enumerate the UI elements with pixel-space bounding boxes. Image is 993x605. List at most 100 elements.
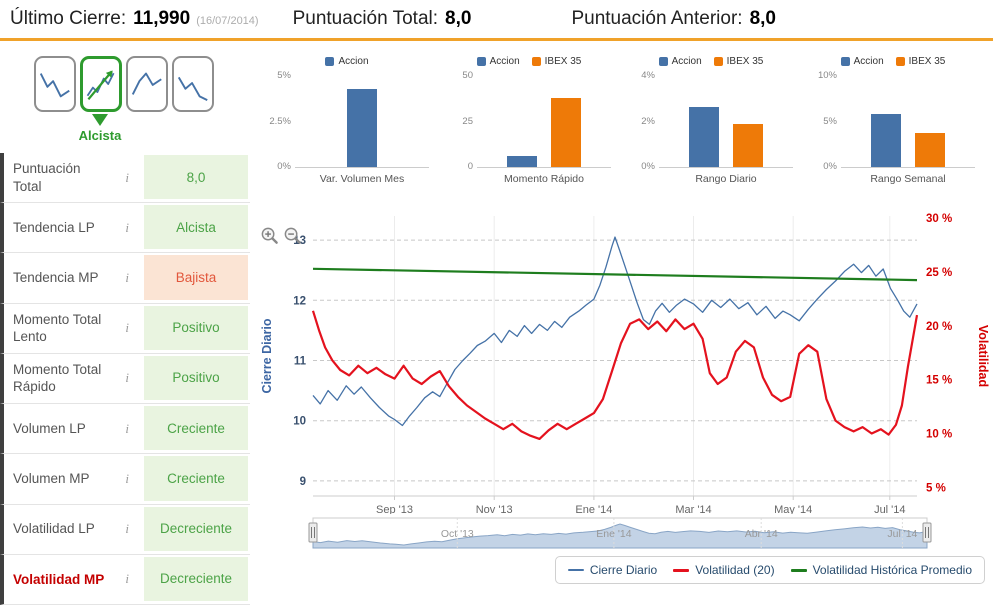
legend-item[interactable]: Accion [325,56,369,67]
score-row[interactable]: Volatilidad LP i Decreciente [0,504,250,555]
legend-item[interactable]: Cierre Diario [567,563,657,577]
legend-swatch [840,56,850,66]
navigator-label: Abr '14 [745,528,778,540]
bar[interactable] [347,88,377,167]
selected-trend-arrow-icon [92,114,108,126]
right-axis-title: Volatilidad [976,325,990,387]
legend-item[interactable]: IBEX 35 [895,56,945,67]
score-row[interactable]: Volumen LP i Creciente [0,404,250,455]
bar[interactable] [915,133,945,167]
right-axis-tick-label: 25 % [926,267,952,279]
y-tick-label: 25 [462,115,473,127]
bar[interactable] [507,156,537,167]
bar-charts: Accion 0% 2.5% 5% Var. Volumen Mes Accion IBEX… [255,46,993,202]
score-row[interactable]: Tendencia LP i Alcista [0,203,250,254]
score-label: Volumen MP [13,471,90,487]
x-tick-label: Jul '14 [874,504,905,514]
bar[interactable] [689,106,719,167]
sidebar: Alcista Puntuación Total i 8,0 Tendencia LP… [0,44,250,605]
info-icon[interactable]: i [125,219,129,235]
legend-item[interactable]: Accion [840,56,884,67]
legend-item[interactable]: Accion [476,55,520,67]
bar-chart-plot[interactable]: 0% 5% 10% [818,70,975,172]
score-row[interactable]: Momento Total Lento i Positivo [0,303,250,354]
legend-swatch [325,56,335,66]
legend-label: Accion [671,55,702,67]
legend-item[interactable]: IBEX 35 [713,56,763,67]
main-legend: Cierre Diario Volatilidad (20) Volatilidad… [554,556,985,584]
bar-chart-plot[interactable]: 0 25 50 [462,70,611,172]
y-tick-label: 10% [817,70,837,81]
trend-icon-1[interactable] [34,56,76,112]
navigator-svg[interactable]: Oct '13 Ene '14 Abr '14 Jul '14 [255,516,993,552]
navigator-area [312,523,928,549]
info-icon[interactable]: i [125,420,129,436]
series-cierre-diario[interactable] [312,236,918,427]
left-axis-tick-label: 11 [294,356,307,368]
info-icon[interactable]: i [125,571,129,587]
zoom-out-button[interactable] [283,226,302,245]
last-close-date: (16/07/2014) [196,15,259,27]
bar[interactable] [733,123,763,167]
info-icon[interactable]: i [125,521,129,537]
selected-trend-label: Alcista [78,128,122,143]
score-row-left: Momento Total Rápido i [4,354,144,403]
right-axis-tick-label: 20 % [926,321,952,333]
legend-item[interactable]: IBEX 35 [531,56,581,67]
info-icon[interactable]: i [125,270,129,286]
main-chart: Sep '13 Nov '13 Ene '14 Mar '14 May '14 Jul '… [255,202,993,605]
main-chart-svg[interactable]: Sep '13 Nov '13 Ene '14 Mar '14 May '14 Jul '… [255,202,993,514]
series-volatilidad-20-[interactable] [311,310,919,440]
legend-line-swatch [673,568,690,572]
navigator-handle-right[interactable] [922,522,932,543]
score-row[interactable]: Tendencia MP i Bajista [0,253,250,304]
info-icon[interactable]: i [125,169,129,185]
right-axis-tick-label: 15 % [926,375,952,387]
legend-swatch [895,56,905,66]
score-label: Puntuación Total [13,161,81,194]
score-row[interactable]: Momento Total Rápido i Positivo [0,353,250,405]
x-tick-label: Nov '13 [476,504,513,514]
bar[interactable] [871,114,901,167]
x-tick-label: May '14 [774,504,812,514]
score-row[interactable]: Volatilidad MP i Decreciente [0,554,250,605]
navigator-label: Oct '13 [441,528,474,540]
last-close-value: 11,990 [133,8,191,29]
legend-item[interactable]: Volatilidad (20) [673,563,775,577]
bar-chart-rango-semanal: Accion IBEX 35 0% 5% 10% Rango Semanal [805,46,981,202]
right-axis-tick-label: 10 % [926,429,952,441]
y-tick-label: 0% [823,161,837,172]
score-value: Decreciente [144,556,248,601]
info-icon[interactable]: i [125,320,129,336]
series-volatilidad-hist-rica-promedio[interactable] [312,267,918,282]
left-axis-title: Cierre Diario [260,318,274,393]
legend-label: Accion [489,55,520,67]
legend-item[interactable]: Accion [658,55,702,67]
score-row[interactable]: Puntuación Total i 8,0 [0,153,250,204]
bar-chart-legend: Accion IBEX 35 [441,54,617,68]
legend-item[interactable]: Volatilidad Histórica Promedio [790,563,972,577]
bar-chart-plot[interactable]: 0% 2.5% 5% [269,70,429,172]
bar-chart-momento-rapido: Accion IBEX 35 0 25 50 Momento Rápido [441,46,617,202]
score-row[interactable]: Volumen MP i Creciente [0,454,250,505]
score-value: Bajista [144,255,248,300]
legend-swatch [531,56,541,66]
trend-icon-3[interactable] [126,56,168,112]
bar-chart-title: Var. Volumen Mes [319,173,405,185]
info-icon[interactable]: i [125,470,129,486]
right-axis-tick-label: 30 % [926,213,952,225]
left-axis-tick-label: 12 [293,295,306,307]
bar-chart-plot[interactable]: 0% 2% 4% [641,70,793,172]
legend-label: Volatilidad Histórica Promedio [812,563,972,577]
zoom-in-button[interactable] [260,226,279,245]
trend-icon-4[interactable] [172,56,214,112]
score-label: Momento Total Lento [13,311,102,345]
bar[interactable] [551,97,581,167]
legend-swatch [658,56,668,66]
score-value: Alcista [144,205,248,250]
navigator-label: Ene '14 [596,528,631,540]
trend-icon-alcista-selected[interactable] [80,56,122,112]
navigator-handle-left[interactable] [308,522,318,543]
info-icon[interactable]: i [125,370,129,386]
